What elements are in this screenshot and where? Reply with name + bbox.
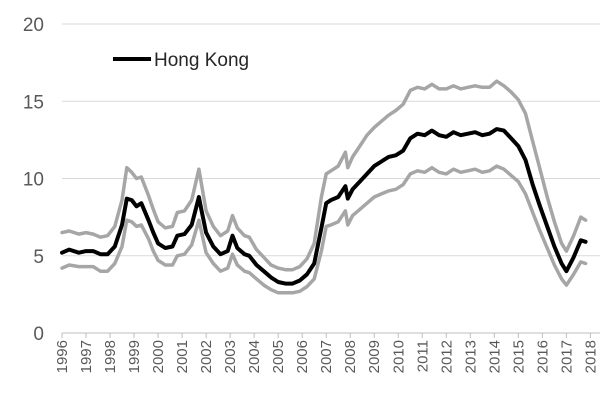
x-tick-label-2011: 2011 — [414, 340, 431, 372]
x-tick-label-2005: 2005 — [270, 340, 287, 373]
x-tick-label-2016: 2016 — [534, 340, 551, 373]
x-tick-label-2010: 2010 — [390, 340, 407, 373]
y-tick-label-20: 20 — [23, 15, 44, 36]
x-tick-label-2018: 2018 — [582, 340, 599, 373]
y-tick-label-10: 10 — [23, 170, 44, 191]
series-line-upper-band — [60, 79, 588, 272]
x-tick-label-1999: 1999 — [126, 340, 143, 373]
x-tick-label-1996: 1996 — [54, 340, 71, 373]
y-tick-label-15: 15 — [23, 92, 44, 113]
series-line-central — [60, 127, 588, 286]
series-line-lower-band — [60, 164, 588, 295]
x-tick-label-2002: 2002 — [198, 340, 215, 373]
x-tick-label-2007: 2007 — [318, 340, 335, 373]
y-tick-label-0: 0 — [33, 324, 44, 345]
x-tick-label-2004: 2004 — [246, 340, 263, 373]
x-tick-label-2000: 2000 — [150, 340, 167, 373]
gridlines — [62, 23, 600, 334]
x-axis-ticks: 1996 1997 1998 1999 2000 2001 2002 2003 2004 2005… — [54, 333, 599, 373]
x-tick-label-2014: 2014 — [486, 340, 503, 373]
legend-label-hong-kong: Hong Kong — [154, 50, 249, 71]
x-tick-label-1997: 1997 — [78, 340, 95, 373]
x-tick-label-2006: 2006 — [294, 340, 311, 373]
x-tick-label-2003: 2003 — [222, 340, 239, 373]
x-tick-label-2015: 2015 — [510, 340, 527, 373]
legend: Hong Kong — [113, 50, 249, 71]
y-axis-ticks: 0 5 10 15 20 — [23, 15, 44, 345]
x-tick-label-2012: 2012 — [438, 340, 455, 373]
x-tick-label-2017: 2017 — [558, 340, 575, 373]
x-tick-label-2001: 2001 — [174, 340, 191, 373]
x-tick-label-2009: 2009 — [366, 340, 383, 373]
x-tick-label-2013: 2013 — [462, 340, 479, 373]
y-tick-label-5: 5 — [33, 247, 44, 268]
x-tick-label-2008: 2008 — [342, 340, 359, 373]
x-tick-label-1998: 1998 — [102, 340, 119, 373]
series-lines — [60, 79, 588, 295]
